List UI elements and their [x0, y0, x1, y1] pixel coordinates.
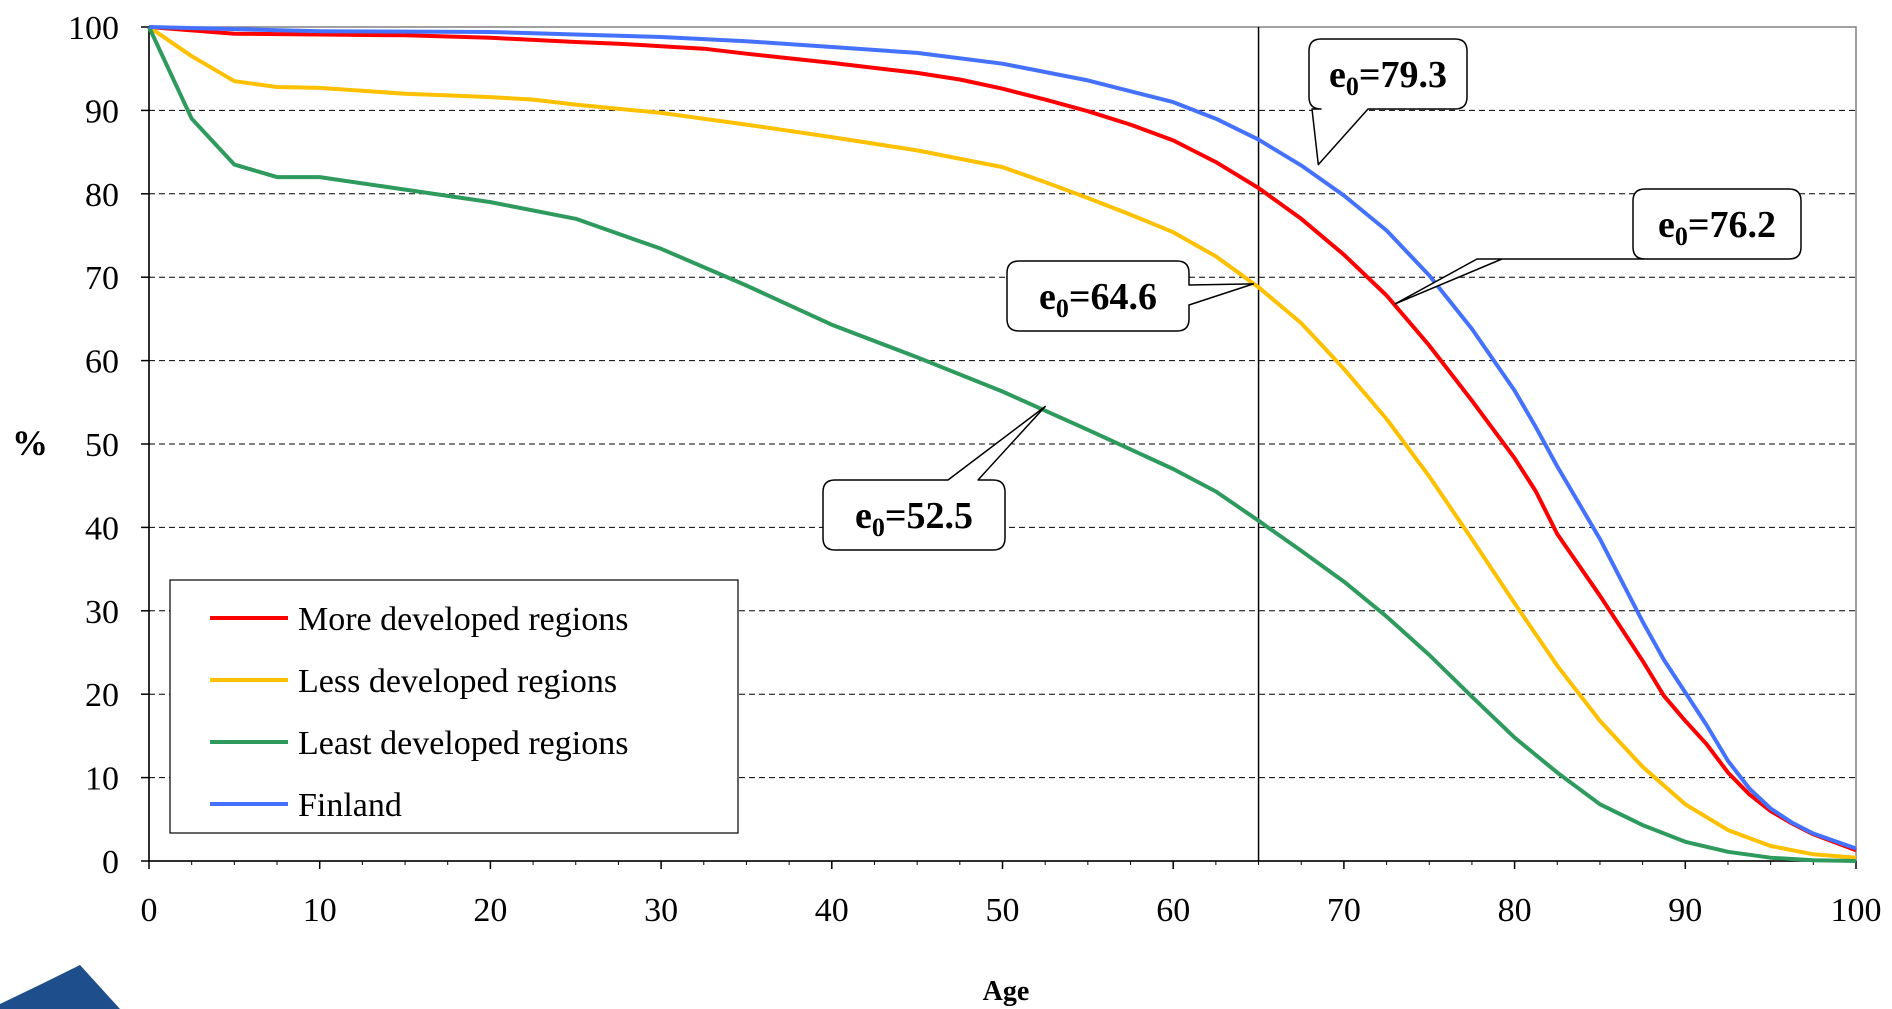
- x-tick-label: 90: [1668, 892, 1702, 929]
- x-tick-label: 30: [644, 892, 678, 929]
- x-tick-label: 40: [815, 892, 849, 929]
- legend-box: [169, 579, 739, 834]
- x-tick-label: 50: [986, 892, 1020, 929]
- y-tick-label: 100: [68, 10, 119, 47]
- callout-box: [1006, 260, 1255, 332]
- series-layer: [147, 25, 1857, 863]
- callout-box: [1394, 188, 1802, 305]
- series-line-finland: [148, 25, 1857, 851]
- x-tick-label: 70: [1327, 892, 1361, 929]
- y-tick-label: 30: [85, 594, 119, 631]
- y-tick-label: 10: [85, 761, 119, 798]
- axes: 0 10 20 30 40 50 60 70 80 90 100 0 10 20 30 40 50 60 70 80 9…: [68, 10, 1882, 929]
- y-tick-label: 60: [85, 344, 119, 381]
- callout-label: e0=52.5: [855, 495, 973, 542]
- series-line-more-developed-regions: [148, 25, 1857, 853]
- y-tick-label: 50: [85, 427, 119, 464]
- callout-box: [1308, 38, 1468, 166]
- logo-icon: [0, 965, 120, 1009]
- x-tick-label: 10: [303, 892, 337, 929]
- callout-label: e0=79.3: [1329, 54, 1447, 101]
- legend: More developed regions Less developed reg…: [169, 579, 739, 834]
- legend-label-least-developed-regions: Least developed regions: [298, 725, 628, 762]
- y-axis-title: %: [12, 423, 48, 463]
- y-tick-label: 20: [85, 677, 119, 714]
- y-tick-label: 70: [85, 260, 119, 297]
- y-tick-label: 40: [85, 510, 119, 547]
- series-line-less-developed-regions: [147, 25, 1857, 860]
- callout-label: e0=76.2: [1658, 204, 1776, 251]
- x-tick-label: 20: [473, 892, 507, 929]
- y-tick-label: 80: [85, 177, 119, 214]
- series-line-least-developed-regions: [147, 26, 1857, 863]
- callout-label: e0=64.6: [1039, 276, 1157, 323]
- callouts: e0=79.3 e0=76.2 e0=64.6 e0=52.5: [822, 38, 1802, 551]
- x-tick-label: 60: [1156, 892, 1190, 929]
- legend-label-finland: Finland: [298, 787, 402, 824]
- x-tick-label: 0: [141, 892, 158, 929]
- legend-label-more-developed-regions: More developed regions: [298, 601, 628, 638]
- x-tick-label: 80: [1498, 892, 1532, 929]
- y-tick-label: 0: [102, 844, 119, 881]
- x-axis-title: Age: [983, 976, 1030, 1007]
- x-tick-label: 100: [1831, 892, 1882, 929]
- y-tick-label: 90: [85, 93, 119, 130]
- legend-label-less-developed-regions: Less developed regions: [298, 663, 617, 700]
- callout-box: [822, 405, 1046, 551]
